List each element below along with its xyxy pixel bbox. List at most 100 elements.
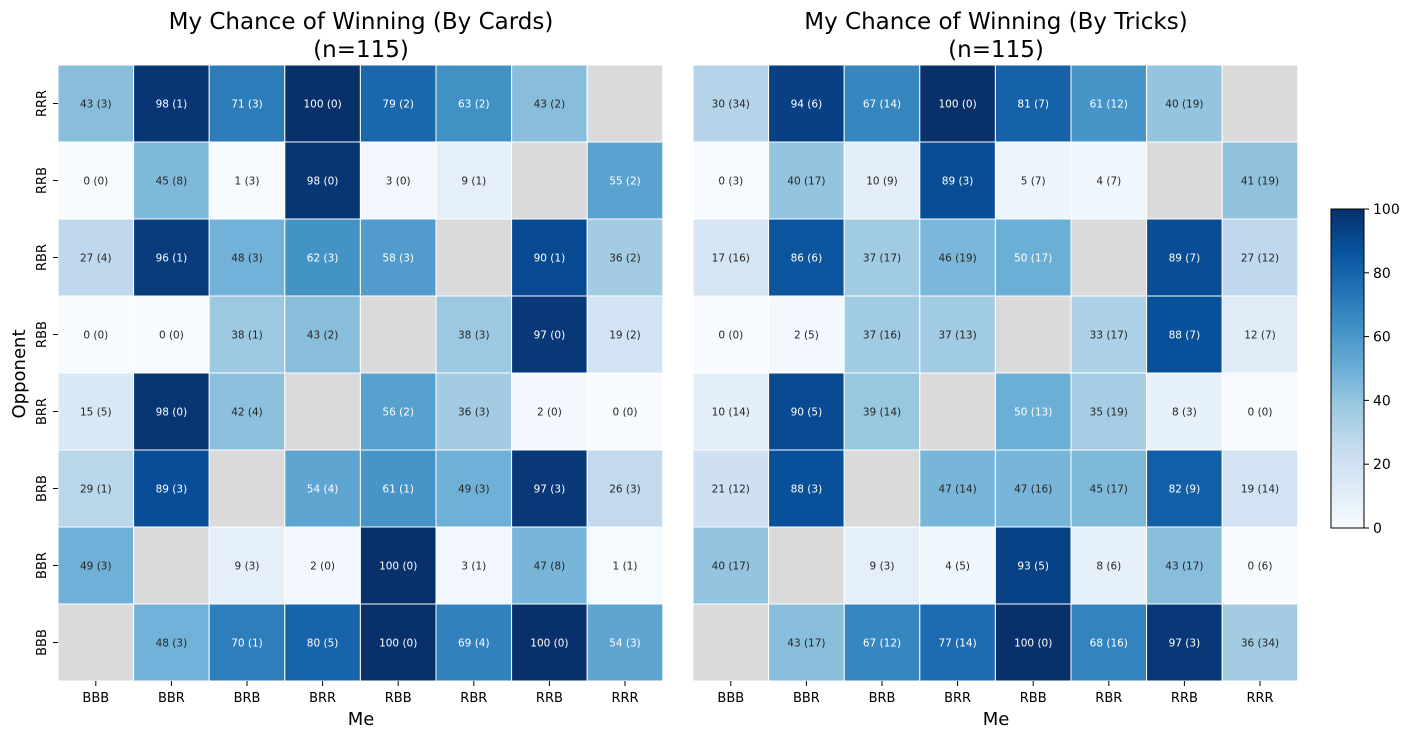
cell-label: 68 (16) (1090, 638, 1128, 650)
cell-label: 55 (2) (609, 176, 641, 188)
cell-label: 43 (3) (80, 99, 112, 111)
cell-label: 50 (13) (1014, 407, 1052, 419)
heatmap-cell (208, 603, 286, 682)
x-tick-label: BRB (869, 691, 896, 706)
cell-label: 2 (5) (794, 330, 819, 342)
cell-label: 98 (0) (307, 176, 339, 188)
cell-label: 97 (0) (534, 330, 566, 342)
y-tick-label: RBB (35, 321, 50, 348)
cell-label: 36 (2) (609, 253, 641, 265)
heatmap-cell (994, 603, 1072, 682)
heatmap-cell (133, 295, 210, 374)
cell-label: 38 (3) (458, 330, 490, 342)
heatmap-cell (284, 218, 361, 297)
chart1-subtitle: (n=115) (313, 37, 409, 63)
heatmap-cell (1070, 295, 1148, 374)
heatmap-cell (1070, 141, 1148, 220)
heatmap-cell-missing (511, 141, 588, 220)
heatmap-cell (208, 141, 286, 220)
colorbar-tick-label: 60 (1373, 330, 1391, 346)
heatmap-cell-missing (994, 295, 1072, 374)
cell-label: 56 (2) (382, 407, 414, 419)
cell-label: 10 (9) (866, 176, 898, 188)
heatmap-cell (919, 218, 996, 297)
heatmap-cell (133, 64, 210, 143)
cell-label: 1 (3) (235, 176, 260, 188)
chart2-title: My Chance of Winning (By Tricks) (804, 9, 1187, 35)
heatmap-cell (284, 295, 361, 374)
cell-label: 96 (1) (156, 253, 188, 265)
heatmap-cell (919, 526, 996, 605)
heatmap-cell (511, 218, 588, 297)
cell-label: 40 (19) (1165, 99, 1203, 111)
heatmap-cell (359, 449, 437, 528)
cell-label: 98 (1) (156, 99, 188, 111)
cell-label: 36 (34) (1241, 638, 1279, 650)
heatmap-cell (133, 603, 210, 682)
cell-label: 27 (12) (1241, 253, 1279, 265)
colorbar-tick-label: 20 (1373, 457, 1391, 473)
cell-label: 71 (3) (231, 99, 263, 111)
cell-label: 43 (2) (307, 330, 339, 342)
heatmap-cell (57, 372, 135, 451)
cell-label: 54 (4) (307, 484, 339, 496)
heatmap-cell-missing (435, 218, 513, 297)
cell-label: 40 (17) (787, 176, 825, 188)
heatmap-cell (57, 526, 135, 605)
heatmap-cell (57, 295, 135, 374)
cell-label: 97 (3) (1169, 638, 1201, 650)
heatmap-cell-missing (1146, 141, 1223, 220)
cell-label: 36 (3) (458, 407, 490, 419)
cell-label: 67 (14) (863, 99, 901, 111)
heatmap-cell (586, 372, 664, 451)
cell-label: 49 (3) (458, 484, 490, 496)
x-tick-label: RRR (1246, 691, 1273, 706)
heatmap-cell (586, 526, 664, 605)
heatmap-cell (284, 449, 361, 528)
cell-label: 54 (3) (609, 638, 641, 650)
heatmap-cell (359, 64, 437, 143)
colorbar-ticks: 0 20 40 60 80 100 (1364, 202, 1400, 537)
heatmap-cell (511, 526, 588, 605)
cell-label: 80 (5) (307, 638, 339, 650)
cell-label: 42 (4) (231, 407, 263, 419)
cell-label: 4 (5) (945, 561, 970, 573)
x-tick-label: BBR (158, 691, 185, 706)
cell-label: 43 (2) (534, 99, 566, 111)
cell-label: 0 (0) (613, 407, 638, 419)
heatmap-cell (435, 526, 513, 605)
cell-label: 45 (8) (156, 176, 188, 188)
colorbar-tick-label: 0 (1373, 521, 1382, 537)
cell-label: 100 (0) (938, 99, 976, 111)
cell-label: 45 (17) (1090, 484, 1128, 496)
y-tick-label: BRB (35, 475, 50, 502)
heatmap-cell (692, 64, 770, 143)
heatmap-cell (768, 449, 845, 528)
heatmap-cell (208, 372, 286, 451)
heatmap-cell (1221, 603, 1299, 682)
heatmap-cell-missing (843, 449, 921, 528)
cell-label: 89 (3) (156, 484, 188, 496)
heatmap-cell (1070, 449, 1148, 528)
heatmap-cell (284, 526, 361, 605)
cell-label: 0 (0) (83, 176, 108, 188)
cell-label: 89 (3) (942, 176, 974, 188)
y-tick-label: RRR (35, 90, 50, 117)
heatmap-cell (692, 295, 770, 374)
cell-label: 81 (7) (1017, 99, 1049, 111)
heatmap-cell (586, 141, 664, 220)
cell-label: 17 (16) (712, 253, 750, 265)
cell-label: 33 (17) (1090, 330, 1128, 342)
cell-label: 21 (12) (712, 484, 750, 496)
heatmap-cell (1070, 64, 1148, 143)
colorbar-tick-label: 100 (1373, 202, 1400, 218)
cell-label: 0 (6) (1248, 561, 1273, 573)
heatmap-cell (133, 218, 210, 297)
heatmap-cell (843, 526, 921, 605)
cell-label: 2 (0) (310, 561, 335, 573)
cell-label: 37 (13) (938, 330, 976, 342)
heatmap-cell (511, 295, 588, 374)
cell-label: 26 (3) (609, 484, 641, 496)
cell-label: 77 (14) (938, 638, 976, 650)
cell-label: 82 (9) (1169, 484, 1201, 496)
